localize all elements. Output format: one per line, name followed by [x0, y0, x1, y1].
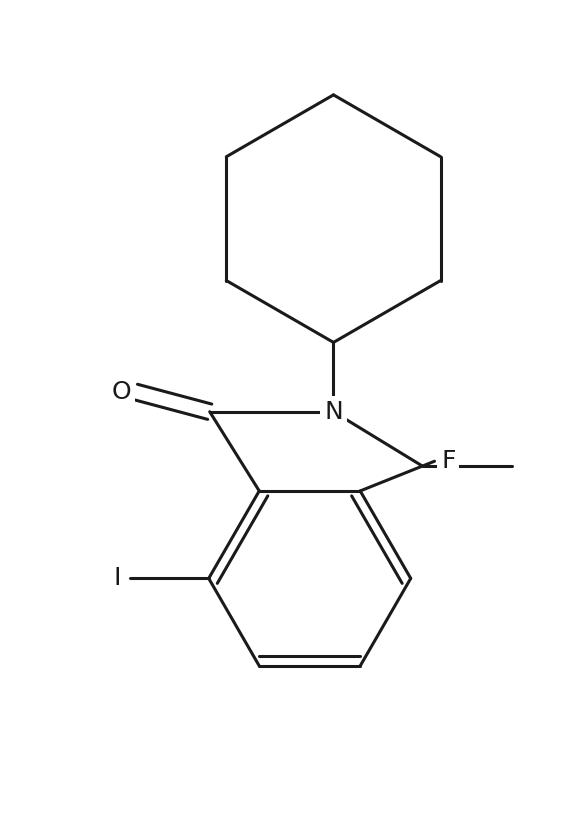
Text: F: F [441, 450, 456, 473]
Text: N: N [324, 399, 343, 424]
Text: I: I [114, 566, 121, 590]
Text: O: O [112, 380, 131, 404]
